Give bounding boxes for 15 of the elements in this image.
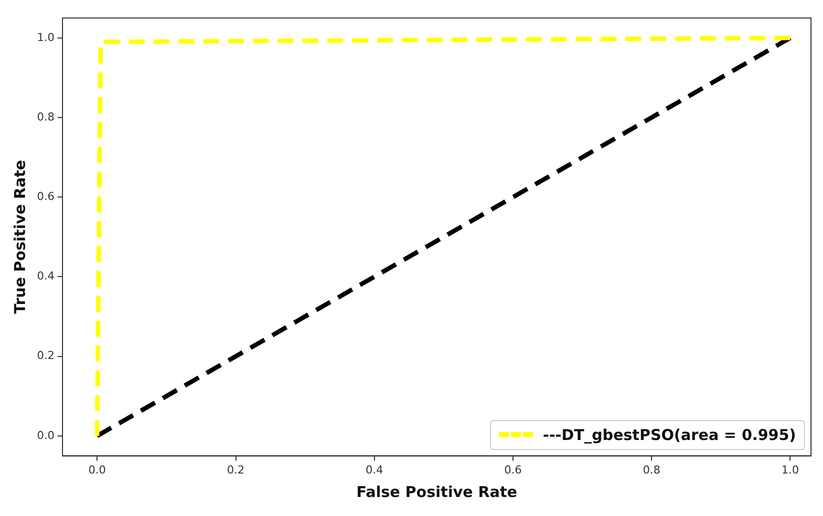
x-tick-label: 0.8 xyxy=(642,463,660,476)
y-tick-label: 0.2 xyxy=(36,349,54,362)
y-tick-label: 0.4 xyxy=(36,270,54,283)
x-tick-label: 0.0 xyxy=(88,463,106,476)
x-tick-label: 1.0 xyxy=(781,463,799,476)
y-axis-title: True Positive Rate xyxy=(10,160,29,314)
legend-label: ---DT_gbestPSO(area = 0.995) xyxy=(542,426,796,444)
y-tick-label: 0.8 xyxy=(36,110,54,124)
y-tick-label: 1.0 xyxy=(36,30,54,44)
y-tick-label: 0.0 xyxy=(36,428,54,442)
x-tick-label: 0.4 xyxy=(366,463,384,476)
x-tick-label: 0.2 xyxy=(227,463,245,476)
x-axis-title: False Positive Rate xyxy=(356,482,518,501)
x-tick-label: 0.6 xyxy=(504,463,522,476)
y-tick-label: 0.6 xyxy=(36,190,54,203)
